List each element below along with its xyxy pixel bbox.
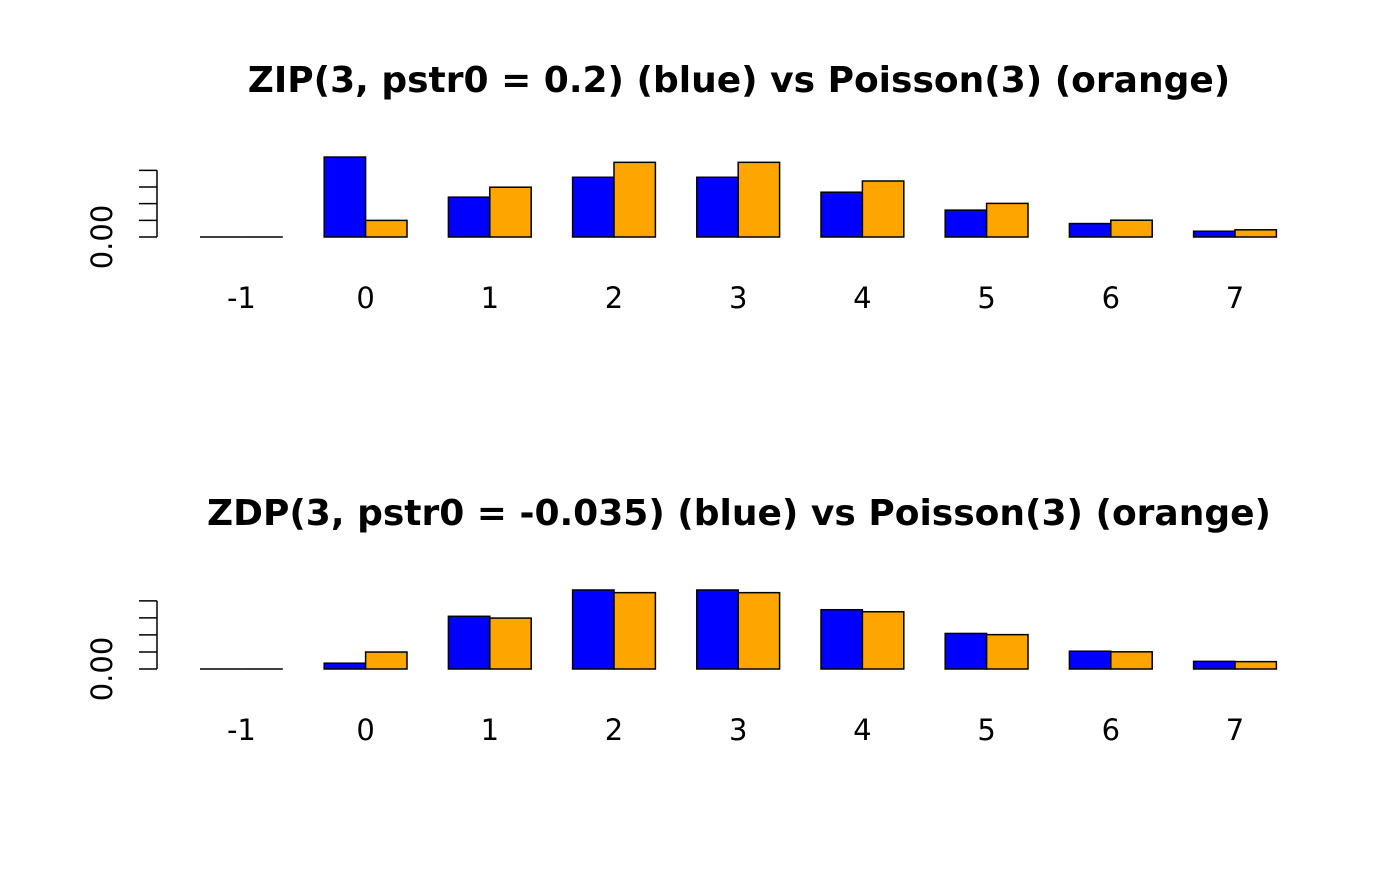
bar-blue <box>820 191 864 238</box>
bar-orange <box>489 617 532 670</box>
bar-blue <box>571 589 615 670</box>
chart-title: ZDP(3, pstr0 = -0.035) (blue) vs Poisson… <box>207 493 1271 534</box>
bar-orange <box>613 591 657 670</box>
x-tick-label: 6 <box>1102 713 1120 747</box>
bar-blue <box>1192 230 1236 238</box>
bar-orange <box>861 610 905 670</box>
bar-orange <box>1234 229 1278 238</box>
bar-blue <box>571 176 615 238</box>
bar-orange <box>1110 219 1153 238</box>
bar-blue <box>323 156 367 238</box>
x-tick-label: 7 <box>1226 713 1244 747</box>
bar-orange <box>364 651 408 670</box>
y-tick-label: 0.00 <box>85 205 119 270</box>
x-tick-label: 5 <box>977 713 995 747</box>
bar-orange <box>737 591 781 670</box>
bar-orange <box>1234 660 1278 670</box>
x-tick-label: 2 <box>605 713 623 747</box>
bar-blue <box>696 589 739 670</box>
chart-title: ZIP(3, pstr0 = 0.2) (blue) vs Poisson(3)… <box>248 60 1230 101</box>
bar-orange <box>489 186 532 238</box>
bar-blue <box>696 176 739 238</box>
x-tick-label: 5 <box>977 281 995 315</box>
bar-orange <box>985 633 1029 670</box>
bar-orange <box>1110 651 1153 670</box>
bar-blue <box>1192 660 1236 670</box>
bar-blue <box>1068 650 1112 670</box>
x-tick-label: 3 <box>729 281 747 315</box>
bar-blue <box>447 196 491 238</box>
x-tick-label: 1 <box>481 713 499 747</box>
bar-orange <box>364 219 408 238</box>
x-tick-label: 0 <box>356 713 374 747</box>
bar-orange <box>861 180 905 238</box>
x-tick-label: 2 <box>605 281 623 315</box>
bar-blue <box>447 615 491 670</box>
bar-orange <box>985 202 1029 238</box>
x-tick-label: 4 <box>853 713 871 747</box>
x-tick-label: -1 <box>227 281 256 315</box>
x-tick-label: 1 <box>481 281 499 315</box>
x-tick-label: 7 <box>1226 281 1244 315</box>
x-tick-label: 4 <box>853 281 871 315</box>
x-tick-label: -1 <box>227 713 256 747</box>
bar-blue <box>944 209 988 238</box>
bar-blue <box>944 632 988 670</box>
bar-orange <box>613 161 657 238</box>
x-tick-label: 3 <box>729 713 747 747</box>
bar-blue <box>323 662 367 670</box>
x-tick-label: 0 <box>356 281 374 315</box>
bar-orange <box>737 161 781 238</box>
bar-blue <box>1068 222 1112 238</box>
bar-blue <box>820 608 864 670</box>
y-tick-label: 0.00 <box>85 637 119 702</box>
x-tick-label: 6 <box>1102 281 1120 315</box>
